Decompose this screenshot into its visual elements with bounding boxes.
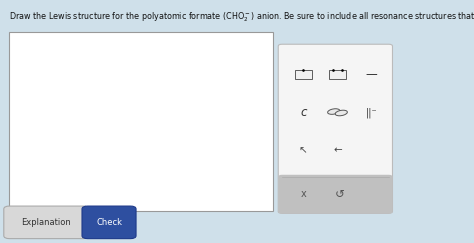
- Text: ←: ←: [333, 145, 342, 155]
- Text: c: c: [300, 106, 307, 119]
- Text: Check: Check: [96, 218, 122, 227]
- Text: Explanation: Explanation: [21, 218, 71, 227]
- Bar: [9, 32, 273, 211]
- Text: ||⁻: ||⁻: [366, 107, 377, 118]
- FancyBboxPatch shape: [82, 206, 136, 239]
- Text: ↺: ↺: [335, 188, 345, 200]
- Text: —: —: [366, 68, 377, 81]
- Text: Draw the Lewis structure for the polyatomic formate $\mathregular{(CHO_2^-)}$ an: Draw the Lewis structure for the polyato…: [9, 11, 474, 25]
- Ellipse shape: [335, 110, 347, 116]
- Ellipse shape: [328, 109, 340, 114]
- FancyBboxPatch shape: [4, 206, 89, 239]
- Bar: [295, 70, 312, 79]
- Bar: [329, 70, 346, 79]
- FancyBboxPatch shape: [278, 44, 392, 213]
- FancyBboxPatch shape: [278, 175, 392, 213]
- Text: ↖: ↖: [299, 145, 308, 155]
- Text: x: x: [301, 189, 306, 199]
